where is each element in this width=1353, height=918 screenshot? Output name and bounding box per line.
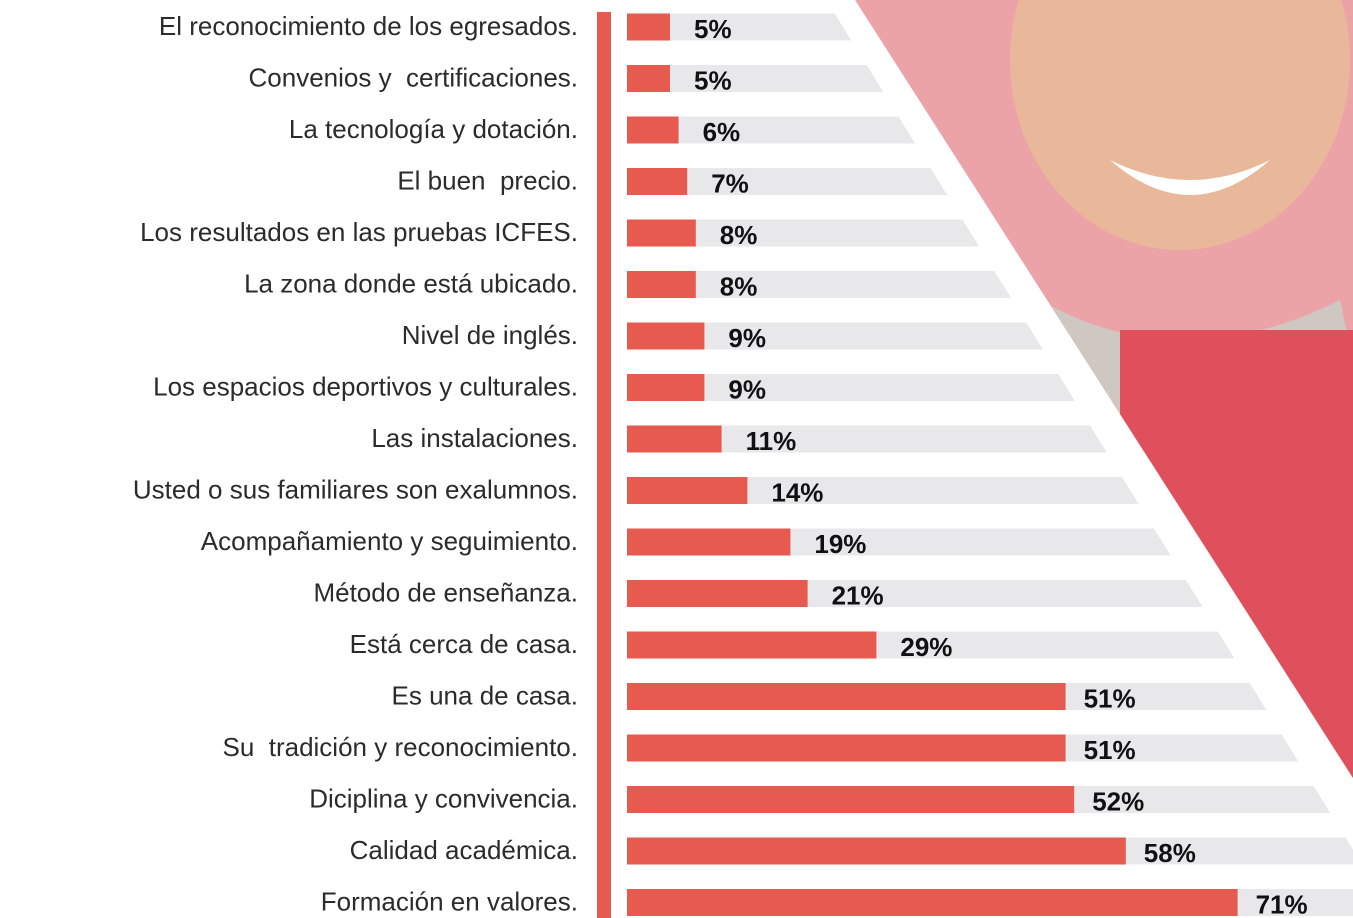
value-label: 8% bbox=[720, 220, 758, 250]
category-label: Calidad académica. bbox=[350, 835, 578, 865]
bar-track bbox=[627, 219, 980, 247]
category-label: Convenios y certificaciones. bbox=[249, 62, 578, 92]
value-label: 21% bbox=[832, 580, 884, 610]
value-label: 71% bbox=[1256, 889, 1308, 918]
bar-track bbox=[627, 65, 884, 92]
category-label: Su tradición y reconocimiento. bbox=[222, 732, 578, 762]
bar-track bbox=[627, 477, 1139, 504]
bar bbox=[627, 116, 679, 144]
category-label: Nivel de inglés. bbox=[402, 320, 578, 350]
value-label: 9% bbox=[728, 374, 766, 404]
bar-area: El reconocimiento de los egresados. 5% Con… bbox=[133, 11, 1353, 918]
value-label: 9% bbox=[728, 323, 766, 353]
value-label: 52% bbox=[1092, 786, 1144, 816]
value-label: 19% bbox=[814, 529, 866, 559]
bar bbox=[627, 528, 791, 556]
accent-bar bbox=[597, 12, 611, 918]
bar bbox=[627, 425, 722, 453]
value-label: 51% bbox=[1084, 735, 1136, 765]
category-label: El reconocimiento de los egresados. bbox=[159, 11, 578, 41]
bar-track bbox=[627, 13, 852, 41]
bar-track bbox=[627, 425, 1107, 453]
bar-track bbox=[627, 322, 1043, 350]
bar-track bbox=[627, 116, 916, 144]
bar bbox=[627, 13, 670, 41]
value-label: 51% bbox=[1084, 683, 1136, 713]
category-label: Diciplina y convivencia. bbox=[309, 783, 578, 813]
category-label: Formación en valores. bbox=[321, 886, 578, 916]
value-label: 29% bbox=[900, 632, 952, 662]
value-label: 58% bbox=[1144, 838, 1196, 868]
value-label: 5% bbox=[694, 65, 732, 95]
bar bbox=[627, 477, 748, 504]
category-label: La zona donde está ubicado. bbox=[244, 268, 578, 298]
value-label: 7% bbox=[711, 168, 749, 198]
bar bbox=[627, 786, 1075, 813]
value-label: 14% bbox=[771, 477, 823, 507]
value-label: 5% bbox=[694, 14, 732, 44]
bar bbox=[627, 65, 670, 92]
category-label: Acompañamiento y seguimiento. bbox=[201, 526, 578, 556]
bar bbox=[627, 734, 1066, 762]
category-label: Las instalaciones. bbox=[371, 423, 578, 453]
bar bbox=[627, 683, 1066, 710]
category-label: El buen precio. bbox=[397, 165, 578, 195]
bar-track bbox=[627, 271, 1012, 298]
category-label: Es una de casa. bbox=[392, 680, 578, 710]
bar bbox=[627, 271, 696, 298]
bar bbox=[627, 837, 1126, 865]
category-label: Usted o sus familiares son exalumnos. bbox=[133, 474, 578, 504]
value-label: 11% bbox=[746, 426, 797, 456]
category-label: Los resultados en las pruebas ICFES. bbox=[140, 217, 578, 247]
category-label: Método de enseñanza. bbox=[313, 577, 578, 607]
category-label: La tecnología y dotación. bbox=[289, 114, 578, 144]
bar bbox=[627, 889, 1238, 916]
bar bbox=[627, 219, 696, 247]
value-label: 8% bbox=[720, 271, 758, 301]
category-label: Los espacios deportivos y culturales. bbox=[153, 371, 578, 401]
category-label: Está cerca de casa. bbox=[350, 629, 578, 659]
bar bbox=[627, 631, 877, 659]
bar bbox=[627, 322, 705, 350]
bar bbox=[627, 374, 705, 401]
bar-track bbox=[627, 374, 1075, 401]
bar bbox=[627, 168, 688, 195]
bar-track bbox=[627, 168, 948, 195]
value-label: 6% bbox=[703, 117, 741, 147]
bar bbox=[627, 580, 808, 607]
